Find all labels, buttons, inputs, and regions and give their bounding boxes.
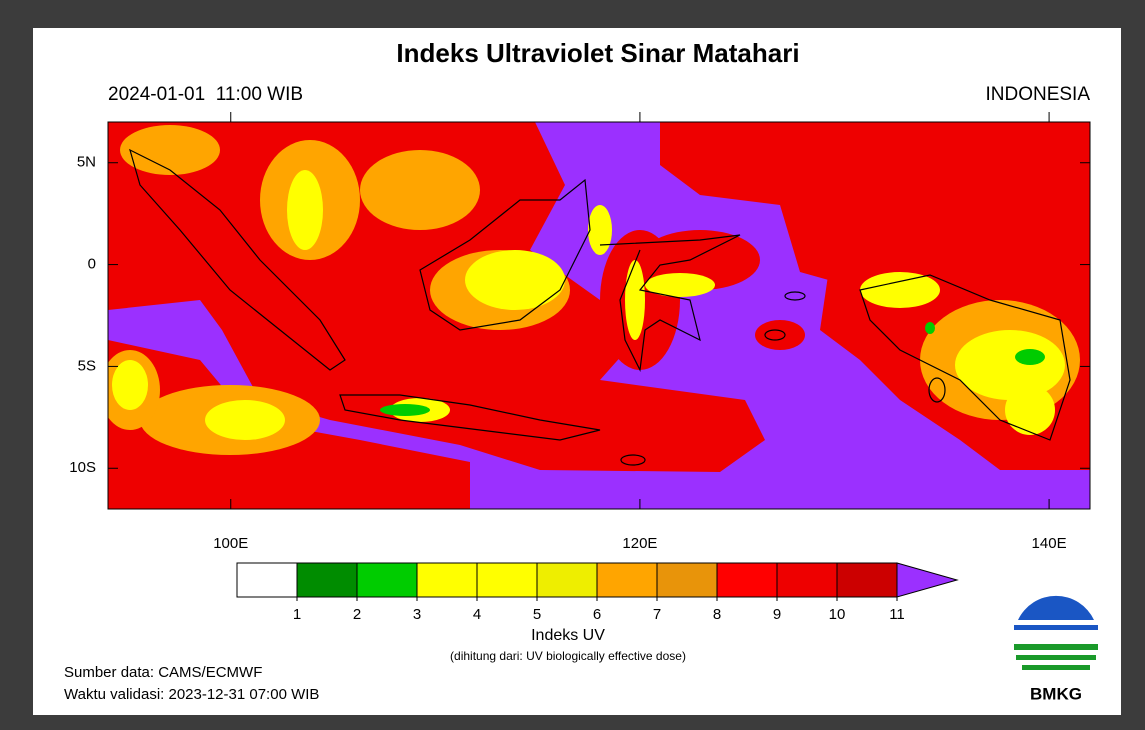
level-label: 2 [353,606,361,623]
colorbar-label: Indeks UV [531,627,605,644]
color-box [236,562,298,598]
logo-top [1018,595,1094,620]
color-box [836,562,898,598]
lon-label: 120E [622,535,657,552]
logo-text: BMKG [1030,684,1082,703]
logo-stripe [1014,644,1098,650]
colorbar-note: (dihitung dari: UV biologically effectiv… [450,649,686,663]
lat-label: 5N [77,154,96,171]
logo-stripe [1016,655,1096,660]
logo-stripe [1022,665,1090,670]
map-axes: 5N 0 5S 10S 100E 120E 140E [69,112,1090,552]
level-label: 7 [653,606,661,623]
coastlines [129,148,1071,466]
lon-label: 100E [213,535,248,552]
level-label: 10 [829,606,846,623]
level-label: 9 [773,606,781,623]
validation: Waktu validasi: 2023-12-31 07:00 WIB [64,686,319,703]
level-label: 6 [593,606,601,623]
logo-stripe [1014,625,1098,630]
color-box [296,562,358,598]
valid-time: 2024-01-01 11:00 WIB [108,84,303,105]
color-box [776,562,838,598]
level-label: 5 [533,606,541,623]
region: INDONESIA [985,84,1090,105]
level-label: 3 [413,606,421,623]
yellow-zone [112,170,1065,440]
level-label: 8 [713,606,721,623]
level-label: 1 [293,606,301,623]
green-zone [380,322,1045,416]
lon-label: 140E [1032,535,1067,552]
color-box [716,562,778,598]
uv-field [108,122,1090,509]
title: Indeks Ultraviolet Sinar Matahari [396,38,799,68]
level-label: 4 [473,606,481,623]
color-box [656,562,718,598]
color-arrow [896,562,959,598]
level-label: 11 [889,606,905,623]
colorbar: 1 2 3 4 5 6 7 8 9 10 11 [236,562,959,623]
map-border [107,121,1091,510]
logo: BMKG [1014,595,1098,703]
lat-label: 5S [78,357,96,374]
color-box [416,562,478,598]
color-box [536,562,598,598]
lat-label: 10S [69,459,96,476]
color-box [356,562,418,598]
color-box [596,562,658,598]
lat-label: 0 [88,256,96,273]
source: Sumber data: CAMS/ECMWF [64,664,262,681]
color-box [476,562,538,598]
